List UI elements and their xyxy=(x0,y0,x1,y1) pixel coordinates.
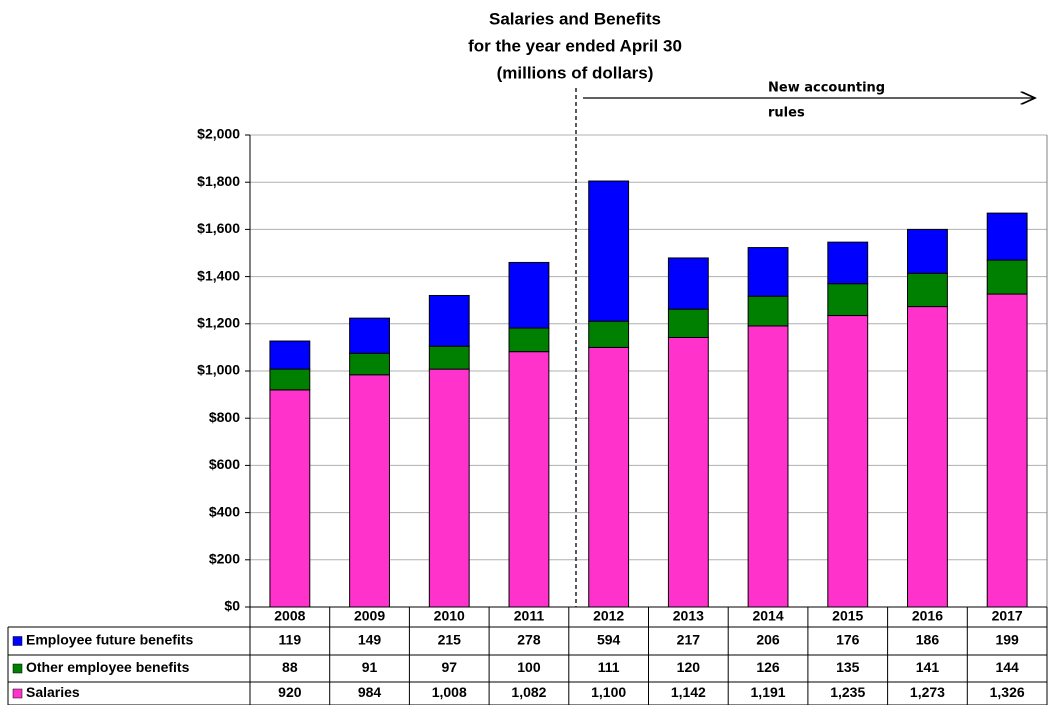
annotation: New accounting xyxy=(768,81,885,96)
bar-segment xyxy=(907,306,948,608)
bar-segment xyxy=(508,327,550,353)
table-value: 111 xyxy=(598,659,620,675)
bar-segment xyxy=(349,352,390,376)
y-tick-label: $400 xyxy=(209,503,240,519)
bar-segment xyxy=(588,180,630,322)
x-tick-label: 2016 xyxy=(912,608,943,624)
chart-title: (millions of dollars) xyxy=(497,63,654,82)
table-value: 1,326 xyxy=(990,684,1025,700)
y-tick-label: $2,000 xyxy=(197,126,240,142)
y-tick-label: $1,800 xyxy=(197,173,240,189)
table-value: 920 xyxy=(278,684,302,700)
table-value: 1,273 xyxy=(910,684,945,700)
bar-segment xyxy=(269,389,311,608)
legend-label: Salaries xyxy=(26,684,80,700)
bar-segment xyxy=(269,340,311,370)
table-value: 594 xyxy=(597,632,621,648)
table-value: 278 xyxy=(517,632,541,648)
legend-swatch xyxy=(12,636,23,646)
x-tick-label: 2015 xyxy=(832,608,863,624)
table-value: 199 xyxy=(995,632,1019,648)
bar-segment xyxy=(747,247,789,297)
x-tick-label: 2013 xyxy=(673,608,704,624)
bar-segment xyxy=(747,325,789,608)
table-value: 144 xyxy=(995,659,1019,675)
bar-segment xyxy=(269,368,311,391)
x-tick-label: 2008 xyxy=(274,608,305,624)
table-value: 206 xyxy=(756,632,780,648)
table-value: 215 xyxy=(438,632,462,648)
y-tick-label: $1,400 xyxy=(197,267,240,283)
table-value: 126 xyxy=(756,659,780,675)
legend-swatch xyxy=(12,688,23,699)
bar-segment xyxy=(428,368,470,608)
y-tick-label: $600 xyxy=(209,456,240,472)
table-value: 1,191 xyxy=(751,684,786,700)
bar-segment xyxy=(508,351,550,608)
table-value: 217 xyxy=(677,632,701,648)
legend-swatch xyxy=(12,663,23,674)
bar-segment xyxy=(667,257,709,310)
table-value: 1,008 xyxy=(432,684,467,700)
x-tick-label: 2009 xyxy=(354,608,385,624)
bar-segment xyxy=(588,346,630,608)
bar-segment xyxy=(428,345,470,370)
x-tick-label: 2011 xyxy=(514,608,545,624)
bar-segment xyxy=(827,315,869,608)
table-value: 119 xyxy=(279,632,302,648)
table-value: 97 xyxy=(441,659,457,675)
legend-label: Other employee benefits xyxy=(26,659,190,675)
x-tick-label: 2017 xyxy=(992,608,1023,624)
table-value: 91 xyxy=(362,659,378,675)
table-value: 186 xyxy=(916,632,940,648)
table-value: 141 xyxy=(916,659,940,675)
bar-segment xyxy=(349,374,390,608)
table-value: 1,235 xyxy=(830,684,865,700)
legend-label: Employee future benefits xyxy=(26,632,193,648)
bar-segment xyxy=(349,317,390,354)
table-value: 176 xyxy=(836,632,860,648)
bar-segment xyxy=(827,283,869,317)
bar-segment xyxy=(986,293,1028,608)
y-tick-label: $1,000 xyxy=(197,362,240,378)
y-tick-label: $1,600 xyxy=(197,220,240,236)
y-tick-label: $0 xyxy=(224,598,240,614)
x-tick-label: 2010 xyxy=(434,608,465,624)
bar-segment xyxy=(588,320,630,348)
x-tick-label: 2014 xyxy=(752,608,783,624)
bar-segment xyxy=(667,336,709,608)
x-tick-label: 2012 xyxy=(593,608,624,624)
bar-segment xyxy=(747,295,789,327)
chart-title: Salaries and Benefits xyxy=(489,9,661,28)
bar-segment xyxy=(827,241,869,285)
bar-segment xyxy=(428,294,470,347)
table-value: 88 xyxy=(282,659,298,675)
table-value: 149 xyxy=(358,632,382,648)
y-tick-label: $1,200 xyxy=(197,315,240,331)
table-value: 120 xyxy=(677,659,701,675)
y-tick-label: $200 xyxy=(209,551,240,567)
bar-segment xyxy=(907,228,948,274)
chart-title: for the year ended April 30 xyxy=(468,36,682,55)
table-value: 984 xyxy=(358,684,382,700)
bar-segment xyxy=(667,308,709,338)
table-value: 1,142 xyxy=(671,684,706,700)
table-value: 1,100 xyxy=(591,684,626,700)
bar-segment xyxy=(508,261,550,329)
bar-segment xyxy=(907,272,948,308)
y-tick-label: $800 xyxy=(209,409,240,425)
table-value: 1,082 xyxy=(511,684,546,700)
bar-segment xyxy=(986,212,1028,261)
table-value: 100 xyxy=(517,659,541,675)
annotation: rules xyxy=(768,106,805,121)
table-value: 135 xyxy=(836,659,860,675)
bar-segment xyxy=(986,259,1028,295)
